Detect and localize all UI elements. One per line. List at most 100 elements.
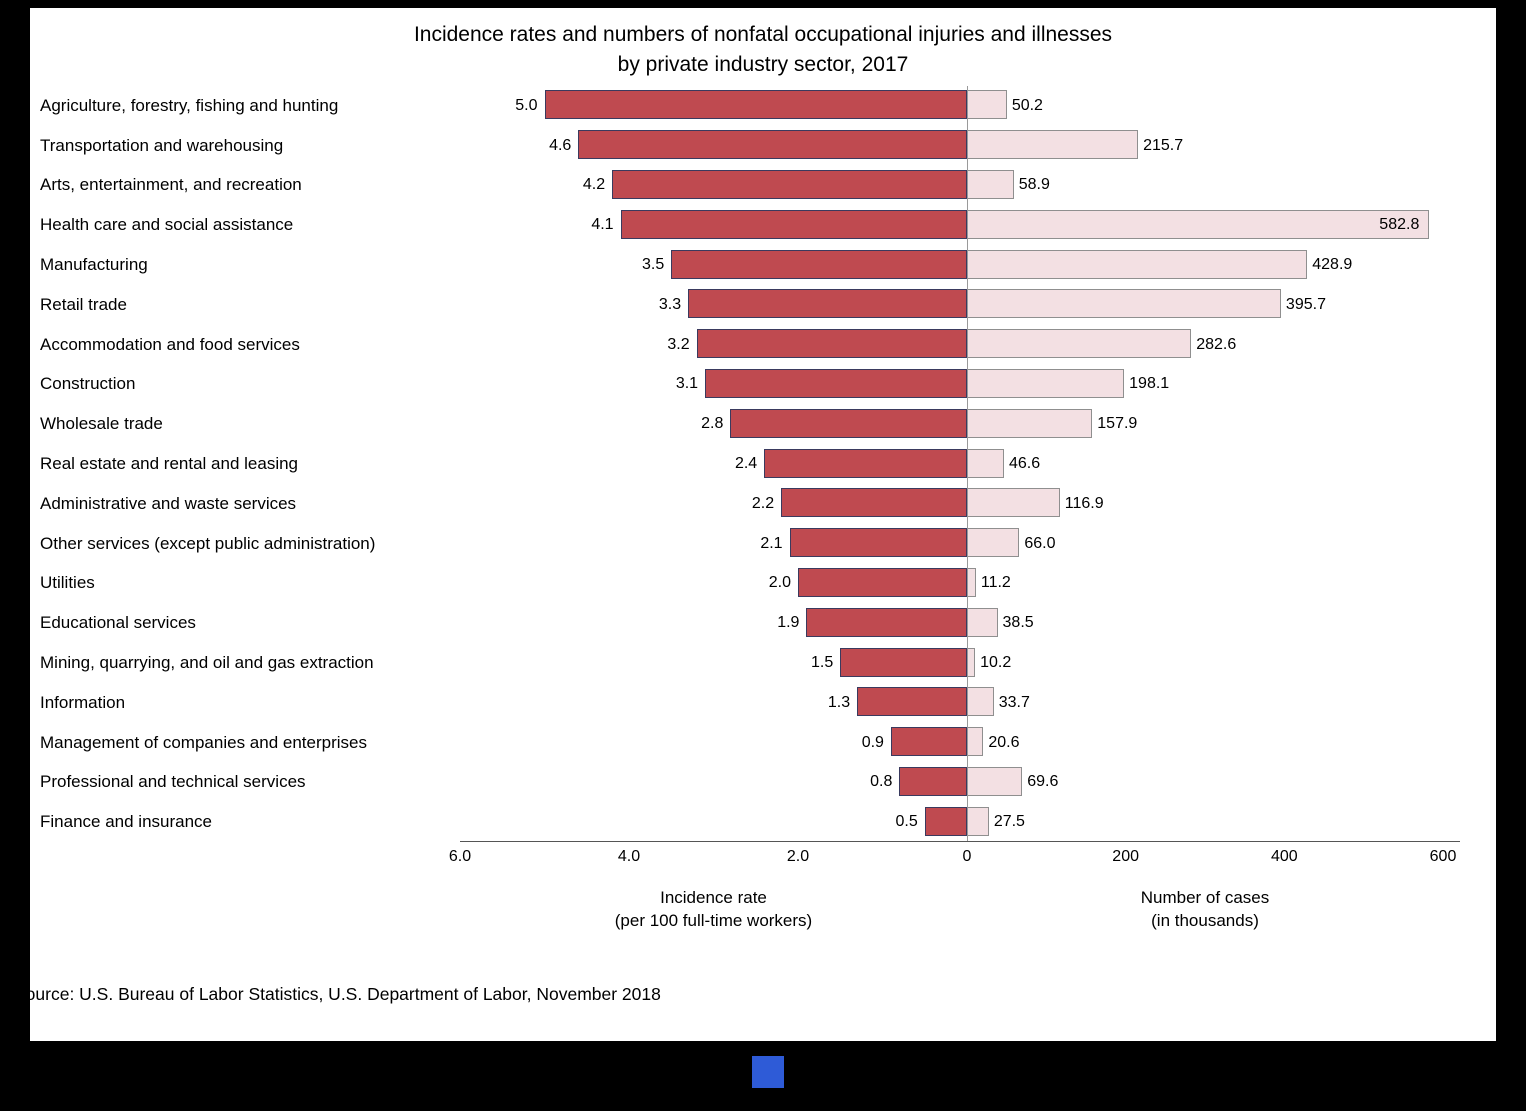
category-label: Administrative and waste services [40, 493, 297, 513]
incidence-rate-bar [578, 130, 967, 160]
category-label: Arts, entertainment, and recreation [40, 175, 302, 195]
chart-row: Utilities 2.0 11.2 [40, 564, 1443, 604]
cases-bar [967, 607, 998, 637]
category-label: Transportation and warehousing [40, 135, 284, 155]
incidence-rate-value: 0.8 [870, 773, 893, 791]
cases-bar [967, 249, 1308, 279]
incidence-rate-value: 2.2 [751, 494, 775, 512]
cases-bar [967, 169, 1014, 199]
chart-row: Agriculture, forestry, fishing and hunti… [40, 86, 1443, 126]
cases-bar [967, 567, 976, 597]
chart-row: Wholesale trade 2.8 157.9 [40, 404, 1443, 444]
row-plot: 0.8 69.6 [460, 763, 1443, 803]
cases-value: 10.2 [980, 654, 1012, 672]
incidence-rate-value: 4.1 [591, 216, 614, 234]
row-plot: 2.0 11.2 [460, 564, 1443, 604]
left-axis-title-line2: (per 100 full-time workers) [614, 911, 813, 931]
incidence-rate-value: 3.1 [675, 375, 699, 393]
incidence-rate-bar [620, 209, 967, 239]
cases-bar [967, 766, 1023, 796]
cases-bar [967, 408, 1093, 438]
incidence-rate-value: 2.0 [768, 574, 791, 592]
chart-row: Retail trade 3.3 395.7 [40, 285, 1443, 325]
incidence-rate-bar [764, 448, 967, 478]
chart-row: Information 1.3 33.7 [40, 683, 1443, 723]
cases-bar [967, 727, 984, 757]
incidence-rate-bar [781, 488, 967, 518]
category-label: Agriculture, forestry, fishing and hunti… [40, 95, 339, 115]
chart-row: Real estate and rental and leasing 2.4 46.… [40, 444, 1443, 484]
cases-bar [967, 130, 1139, 160]
x-tick: 0 [962, 848, 972, 866]
chart-rows: Agriculture, forestry, fishing and hunti… [40, 86, 1460, 843]
axis-captions: Incidence rate (per 100 full-time worker… [460, 886, 1443, 932]
category-label: Construction [40, 374, 136, 394]
cases-value: 27.5 [993, 813, 1025, 831]
cases-value: 69.6 [1027, 773, 1059, 791]
incidence-rate-bar [924, 806, 967, 836]
row-plot: 0.5 27.5 [460, 802, 1443, 842]
cases-value: 282.6 [1196, 335, 1237, 353]
chart-title-line2: by private industry sector, 2017 [617, 53, 909, 76]
incidence-rate-value: 4.2 [582, 176, 606, 194]
incidence-rate-bar [730, 408, 967, 438]
row-plot: 4.6 215.7 [460, 126, 1443, 166]
category-label: Utilities [40, 573, 95, 593]
left-axis-title-line1: Incidence rate [660, 888, 767, 908]
incidence-rate-value: 5.0 [515, 96, 538, 114]
incidence-rate-bar [899, 766, 967, 796]
incidence-rate-bar [612, 169, 967, 199]
chart-row: Construction 3.1 198.1 [40, 365, 1443, 405]
chart-row: Professional and technical services 0.8 69… [40, 763, 1443, 803]
cases-value: 395.7 [1285, 295, 1326, 313]
source-note: Source: U.S. Bureau of Labor Statistics,… [14, 984, 661, 1005]
incidence-rate-value: 3.5 [642, 256, 665, 274]
chart-row: Administrative and waste services 2.2 116.… [40, 484, 1443, 524]
x-axis-line [460, 841, 1460, 843]
cases-value: 116.9 [1064, 494, 1104, 512]
cases-value: 66.0 [1024, 534, 1056, 552]
incidence-rate-bar [671, 249, 967, 279]
row-plot: 3.2 282.6 [460, 325, 1443, 365]
cases-value: 157.9 [1097, 415, 1138, 433]
category-label: Management of companies and enterprises [40, 732, 367, 752]
chart-title-line1: Incidence rates and numbers of nonfatal … [413, 23, 1113, 46]
right-axis-title-line1: Number of cases [1140, 888, 1270, 908]
cases-value: 198.1 [1129, 375, 1170, 393]
incidence-rate-value: 3.2 [667, 335, 690, 353]
cases-bar [967, 289, 1281, 319]
category-label: Professional and technical services [40, 772, 306, 792]
incidence-rate-bar [544, 90, 967, 120]
chart-row: Finance and insurance 0.5 27.5 [40, 802, 1443, 842]
row-plot: 5.0 50.2 [460, 86, 1443, 126]
incidence-rate-bar [705, 368, 967, 398]
cases-bar [967, 528, 1020, 558]
cases-bar [967, 368, 1125, 398]
incidence-rate-value: 0.9 [861, 733, 884, 751]
incidence-rate-value: 0.5 [895, 813, 918, 831]
incidence-rate-bar [798, 567, 967, 597]
incidence-rate-bar [806, 607, 967, 637]
row-plot: 0.9 20.6 [460, 723, 1443, 763]
x-axis: 6.0 4.0 2.0 0 200 400 600 [449, 842, 1460, 872]
cases-bar [967, 209, 1430, 239]
incidence-rate-bar [688, 289, 967, 319]
incidence-rate-value: 3.3 [658, 295, 682, 313]
incidence-rate-bar [696, 329, 967, 359]
chart-row: Other services (except public administra… [40, 524, 1443, 564]
cases-value: 58.9 [1018, 176, 1050, 194]
category-label: Other services (except public administra… [40, 533, 376, 553]
right-axis-title-line2: (in thousands) [1151, 911, 1259, 931]
category-label: Health care and social assistance [40, 215, 294, 235]
incidence-rate-bar [789, 528, 967, 558]
cases-value: 33.7 [998, 693, 1030, 711]
x-tick: 6.0 [448, 848, 472, 866]
left-axis-title: Incidence rate (per 100 full-time worker… [460, 886, 967, 932]
row-plot: 2.8 157.9 [460, 404, 1443, 444]
cases-value: 215.7 [1143, 136, 1184, 154]
x-tick: 400 [1270, 848, 1298, 866]
cases-value: 582.8 [1379, 216, 1420, 234]
incidence-rate-value: 2.4 [734, 455, 758, 473]
incidence-rate-bar [840, 647, 967, 677]
category-label: Manufacturing [40, 255, 148, 275]
